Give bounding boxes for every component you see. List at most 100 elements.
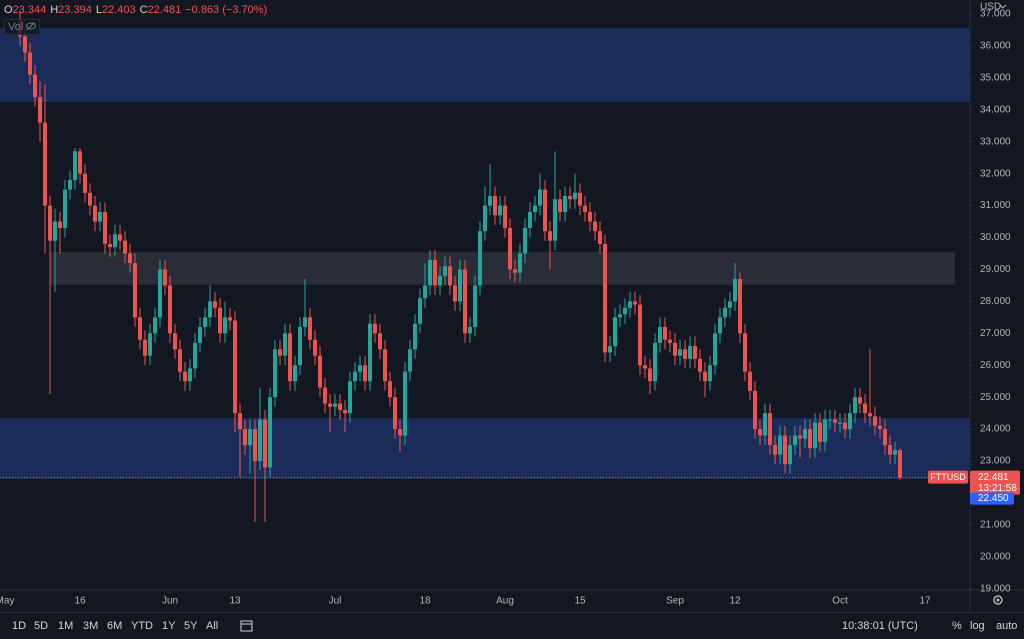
legend-key: H <box>50 4 59 16</box>
candle-body <box>93 205 97 222</box>
timeframe-button[interactable]: 1M <box>58 620 74 632</box>
candle-body <box>518 253 522 273</box>
clock[interactable]: 10:38:01 (UTC) <box>842 620 918 632</box>
timeframe-button[interactable]: 5D <box>34 620 49 632</box>
candle-body <box>238 413 242 430</box>
candle-body <box>593 221 597 232</box>
last-price-badge <box>970 470 1020 495</box>
candle-body <box>288 333 292 382</box>
candle-body <box>98 211 102 222</box>
candle-body <box>688 346 692 359</box>
candle-body <box>853 397 857 414</box>
candle-body <box>898 450 902 478</box>
y-tick-label: 26.000 <box>980 360 1011 371</box>
candle-body <box>353 371 357 382</box>
candle-body <box>348 381 352 414</box>
candle-body <box>813 422 817 449</box>
candle-body <box>888 445 892 455</box>
candle-body <box>168 285 172 334</box>
timeframe-button[interactable]: 1D <box>12 620 27 632</box>
date-range-icon[interactable] <box>240 619 254 633</box>
volume-label[interactable]: Vol <box>4 19 41 35</box>
candle-body <box>528 211 532 228</box>
timeframe-button[interactable]: 3M <box>83 620 99 632</box>
candle-body <box>318 355 322 388</box>
zone <box>0 417 970 479</box>
timeframe-button[interactable]: All <box>206 620 219 632</box>
candle-body <box>88 192 92 206</box>
candle-body <box>778 435 782 455</box>
candle-body <box>328 403 332 407</box>
y-tick-label: 21.000 <box>980 520 1011 531</box>
candle-body <box>323 387 327 404</box>
y-tick-label: 19.000 <box>980 583 1011 594</box>
candle-body <box>738 279 742 334</box>
candle-body <box>48 205 52 241</box>
plot-area <box>0 10 970 522</box>
candle-body <box>608 346 612 353</box>
scale-option[interactable]: auto <box>996 620 1018 632</box>
candle-body <box>678 349 682 356</box>
candle-body <box>338 403 342 410</box>
y-tick-label: 20.000 <box>980 551 1011 562</box>
candle-body <box>213 301 217 308</box>
y-tick-label: 34.000 <box>980 104 1011 115</box>
candle-body <box>498 205 502 216</box>
candle-body <box>393 397 397 430</box>
candle-body <box>433 259 437 286</box>
candle-body <box>193 342 197 369</box>
candle-body <box>143 339 147 356</box>
timeframe-button[interactable]: 1Y <box>162 620 176 632</box>
candle-body <box>58 221 62 228</box>
candle-body <box>83 173 87 193</box>
candle-body <box>863 403 867 414</box>
scale-option[interactable]: log <box>970 620 985 632</box>
candle-body <box>588 211 592 222</box>
candle-body <box>488 196 492 206</box>
candle-body <box>878 425 882 430</box>
y-tick-label: 27.000 <box>980 328 1011 339</box>
candle-body <box>273 349 277 398</box>
candle-body <box>578 192 582 206</box>
y-tick-label: 28.000 <box>980 296 1011 307</box>
timeframe-button[interactable]: YTD <box>131 620 153 632</box>
currency-caret <box>999 4 1007 9</box>
candle-body <box>293 365 297 382</box>
candle-body <box>173 333 177 350</box>
candle-body <box>728 301 732 308</box>
candle-body <box>118 234 122 241</box>
y-tick-label: 37.000 <box>980 9 1011 20</box>
candle-body <box>113 234 117 248</box>
candle-body <box>108 243 112 248</box>
legend-value: 22.481 <box>147 4 182 16</box>
timeframe-button[interactable]: 5Y <box>184 620 198 632</box>
candle-body <box>643 365 647 369</box>
toolbar: 1D 5D 1M 3M 6M YTD 1Y 5Y All 10:38:01 (UTC)% log au… <box>0 612 1024 639</box>
volume-text: Vol <box>8 21 24 33</box>
candle-body <box>308 317 312 340</box>
candle-body <box>718 317 722 334</box>
candle-body <box>658 326 662 343</box>
candle-body <box>203 317 207 327</box>
candle-body <box>818 422 822 442</box>
candle-body <box>708 365 712 382</box>
x-tick-label: 17 <box>919 596 931 607</box>
candle-body <box>378 333 382 350</box>
candle-body <box>423 285 427 299</box>
scale-option[interactable]: % <box>952 620 962 632</box>
candle-body <box>298 326 302 366</box>
candle-body <box>663 326 667 340</box>
timeframe-button[interactable]: 6M <box>107 620 123 632</box>
settings-icon[interactable] <box>993 595 1003 605</box>
candle-body <box>78 151 82 174</box>
candle-body <box>838 422 842 424</box>
candle-body <box>28 52 32 75</box>
candle-body <box>388 381 392 398</box>
x-tick-label: 16 <box>74 596 86 607</box>
candle-body <box>368 323 372 382</box>
currency[interactable]: USD <box>980 2 1001 13</box>
candle-body <box>418 298 422 324</box>
candle-body <box>748 371 752 391</box>
candle-body <box>558 199 562 212</box>
candle-body <box>503 205 507 228</box>
